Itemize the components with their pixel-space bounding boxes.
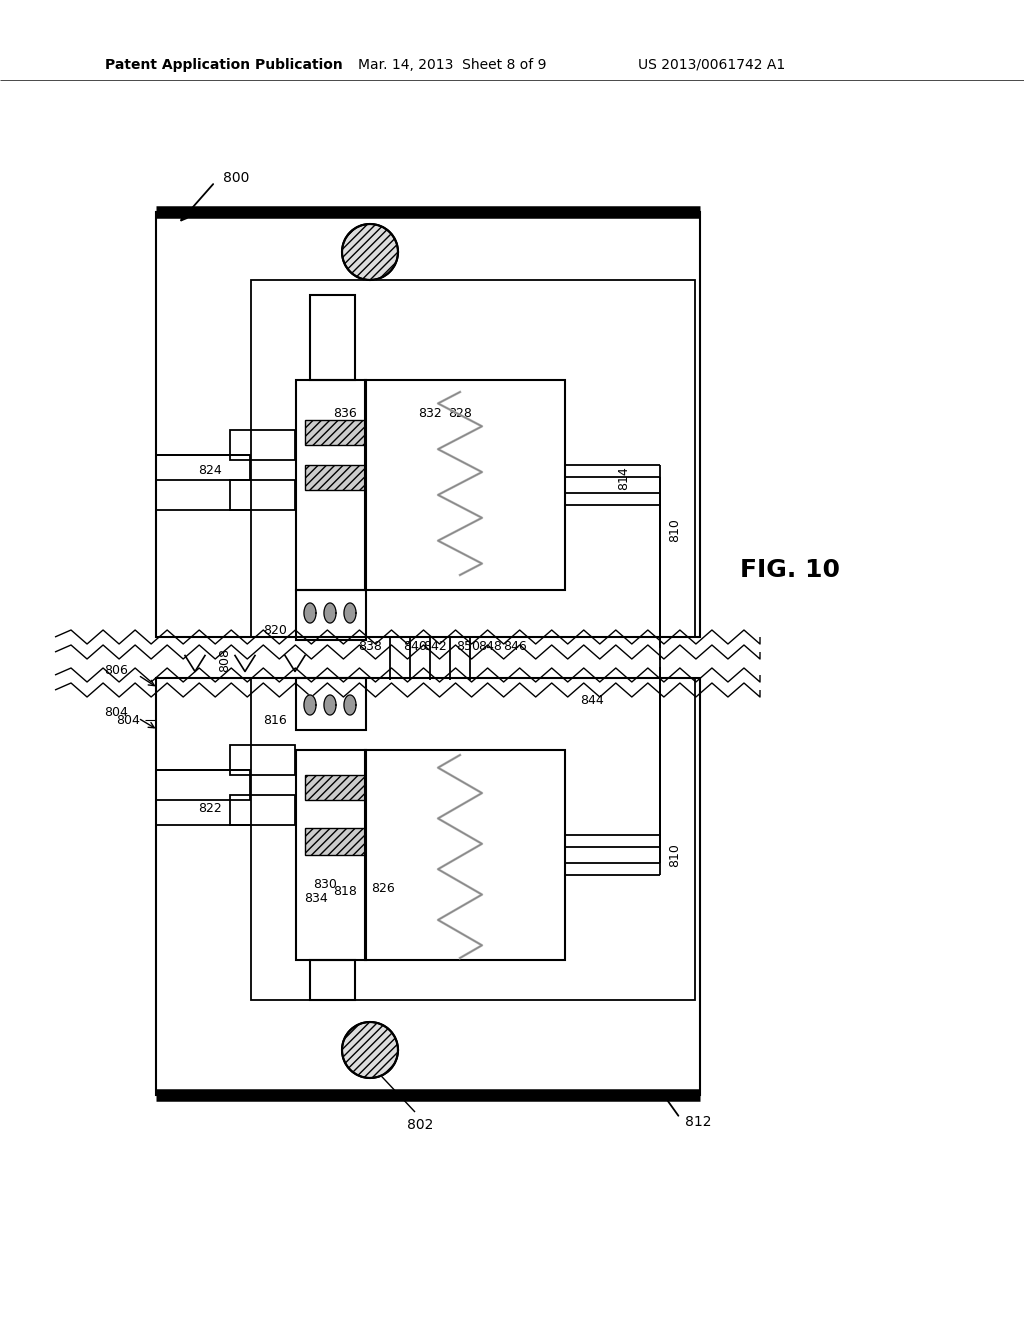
Polygon shape bbox=[342, 1022, 398, 1078]
Text: 842: 842 bbox=[423, 640, 446, 653]
Text: Patent Application Publication: Patent Application Publication bbox=[105, 58, 343, 73]
Text: US 2013/0061742 A1: US 2013/0061742 A1 bbox=[638, 58, 785, 73]
Bar bbox=[156, 213, 700, 638]
Bar bbox=[310, 294, 355, 380]
Bar bbox=[305, 775, 365, 800]
Polygon shape bbox=[304, 696, 316, 715]
Polygon shape bbox=[324, 603, 336, 623]
Text: 810: 810 bbox=[668, 517, 681, 543]
Bar bbox=[296, 590, 366, 640]
Text: 848: 848 bbox=[478, 640, 502, 653]
Text: 808: 808 bbox=[218, 648, 231, 672]
Text: Mar. 14, 2013  Sheet 8 of 9: Mar. 14, 2013 Sheet 8 of 9 bbox=[358, 58, 547, 73]
Polygon shape bbox=[324, 696, 336, 715]
Bar bbox=[156, 770, 250, 800]
Bar bbox=[310, 960, 355, 1001]
Text: 800: 800 bbox=[223, 172, 250, 185]
Bar bbox=[251, 678, 695, 1001]
Text: 814: 814 bbox=[617, 466, 630, 490]
Text: 826: 826 bbox=[371, 882, 395, 895]
Bar bbox=[230, 744, 295, 775]
Polygon shape bbox=[342, 224, 398, 280]
Text: 846: 846 bbox=[503, 640, 527, 653]
Text: 806: 806 bbox=[104, 664, 128, 676]
Text: 802: 802 bbox=[407, 1118, 433, 1133]
Polygon shape bbox=[344, 696, 356, 715]
Text: 812: 812 bbox=[685, 1115, 712, 1129]
Bar bbox=[230, 480, 295, 510]
Text: 820: 820 bbox=[263, 623, 287, 636]
Bar bbox=[296, 678, 366, 730]
Text: 824: 824 bbox=[199, 463, 222, 477]
Bar bbox=[230, 430, 295, 459]
Text: 838: 838 bbox=[358, 640, 382, 653]
Bar bbox=[305, 465, 365, 490]
Bar bbox=[156, 455, 250, 480]
Text: 822: 822 bbox=[199, 801, 222, 814]
Text: 836: 836 bbox=[333, 407, 357, 420]
Circle shape bbox=[342, 1022, 398, 1078]
Bar bbox=[251, 280, 695, 638]
Circle shape bbox=[342, 224, 398, 280]
Text: 810: 810 bbox=[668, 843, 681, 867]
Text: 834: 834 bbox=[304, 892, 328, 906]
Bar bbox=[305, 420, 365, 445]
Text: 816: 816 bbox=[263, 714, 287, 726]
Polygon shape bbox=[344, 603, 356, 623]
Text: 832: 832 bbox=[418, 407, 442, 420]
Text: 804: 804 bbox=[116, 714, 140, 726]
Text: 830: 830 bbox=[313, 878, 337, 891]
Bar bbox=[305, 828, 365, 855]
Text: 840: 840 bbox=[403, 640, 427, 653]
Bar bbox=[296, 380, 366, 590]
Bar bbox=[230, 795, 295, 825]
Text: 844: 844 bbox=[580, 693, 604, 706]
Text: FIG. 10: FIG. 10 bbox=[740, 558, 840, 582]
Polygon shape bbox=[304, 603, 316, 623]
Bar bbox=[296, 750, 366, 960]
Bar bbox=[156, 678, 700, 1096]
Text: 828: 828 bbox=[449, 407, 472, 420]
Bar bbox=[365, 750, 565, 960]
Text: 850: 850 bbox=[456, 640, 480, 653]
Text: 818: 818 bbox=[333, 884, 357, 898]
Bar bbox=[365, 380, 565, 590]
Text: 804: 804 bbox=[104, 705, 128, 718]
